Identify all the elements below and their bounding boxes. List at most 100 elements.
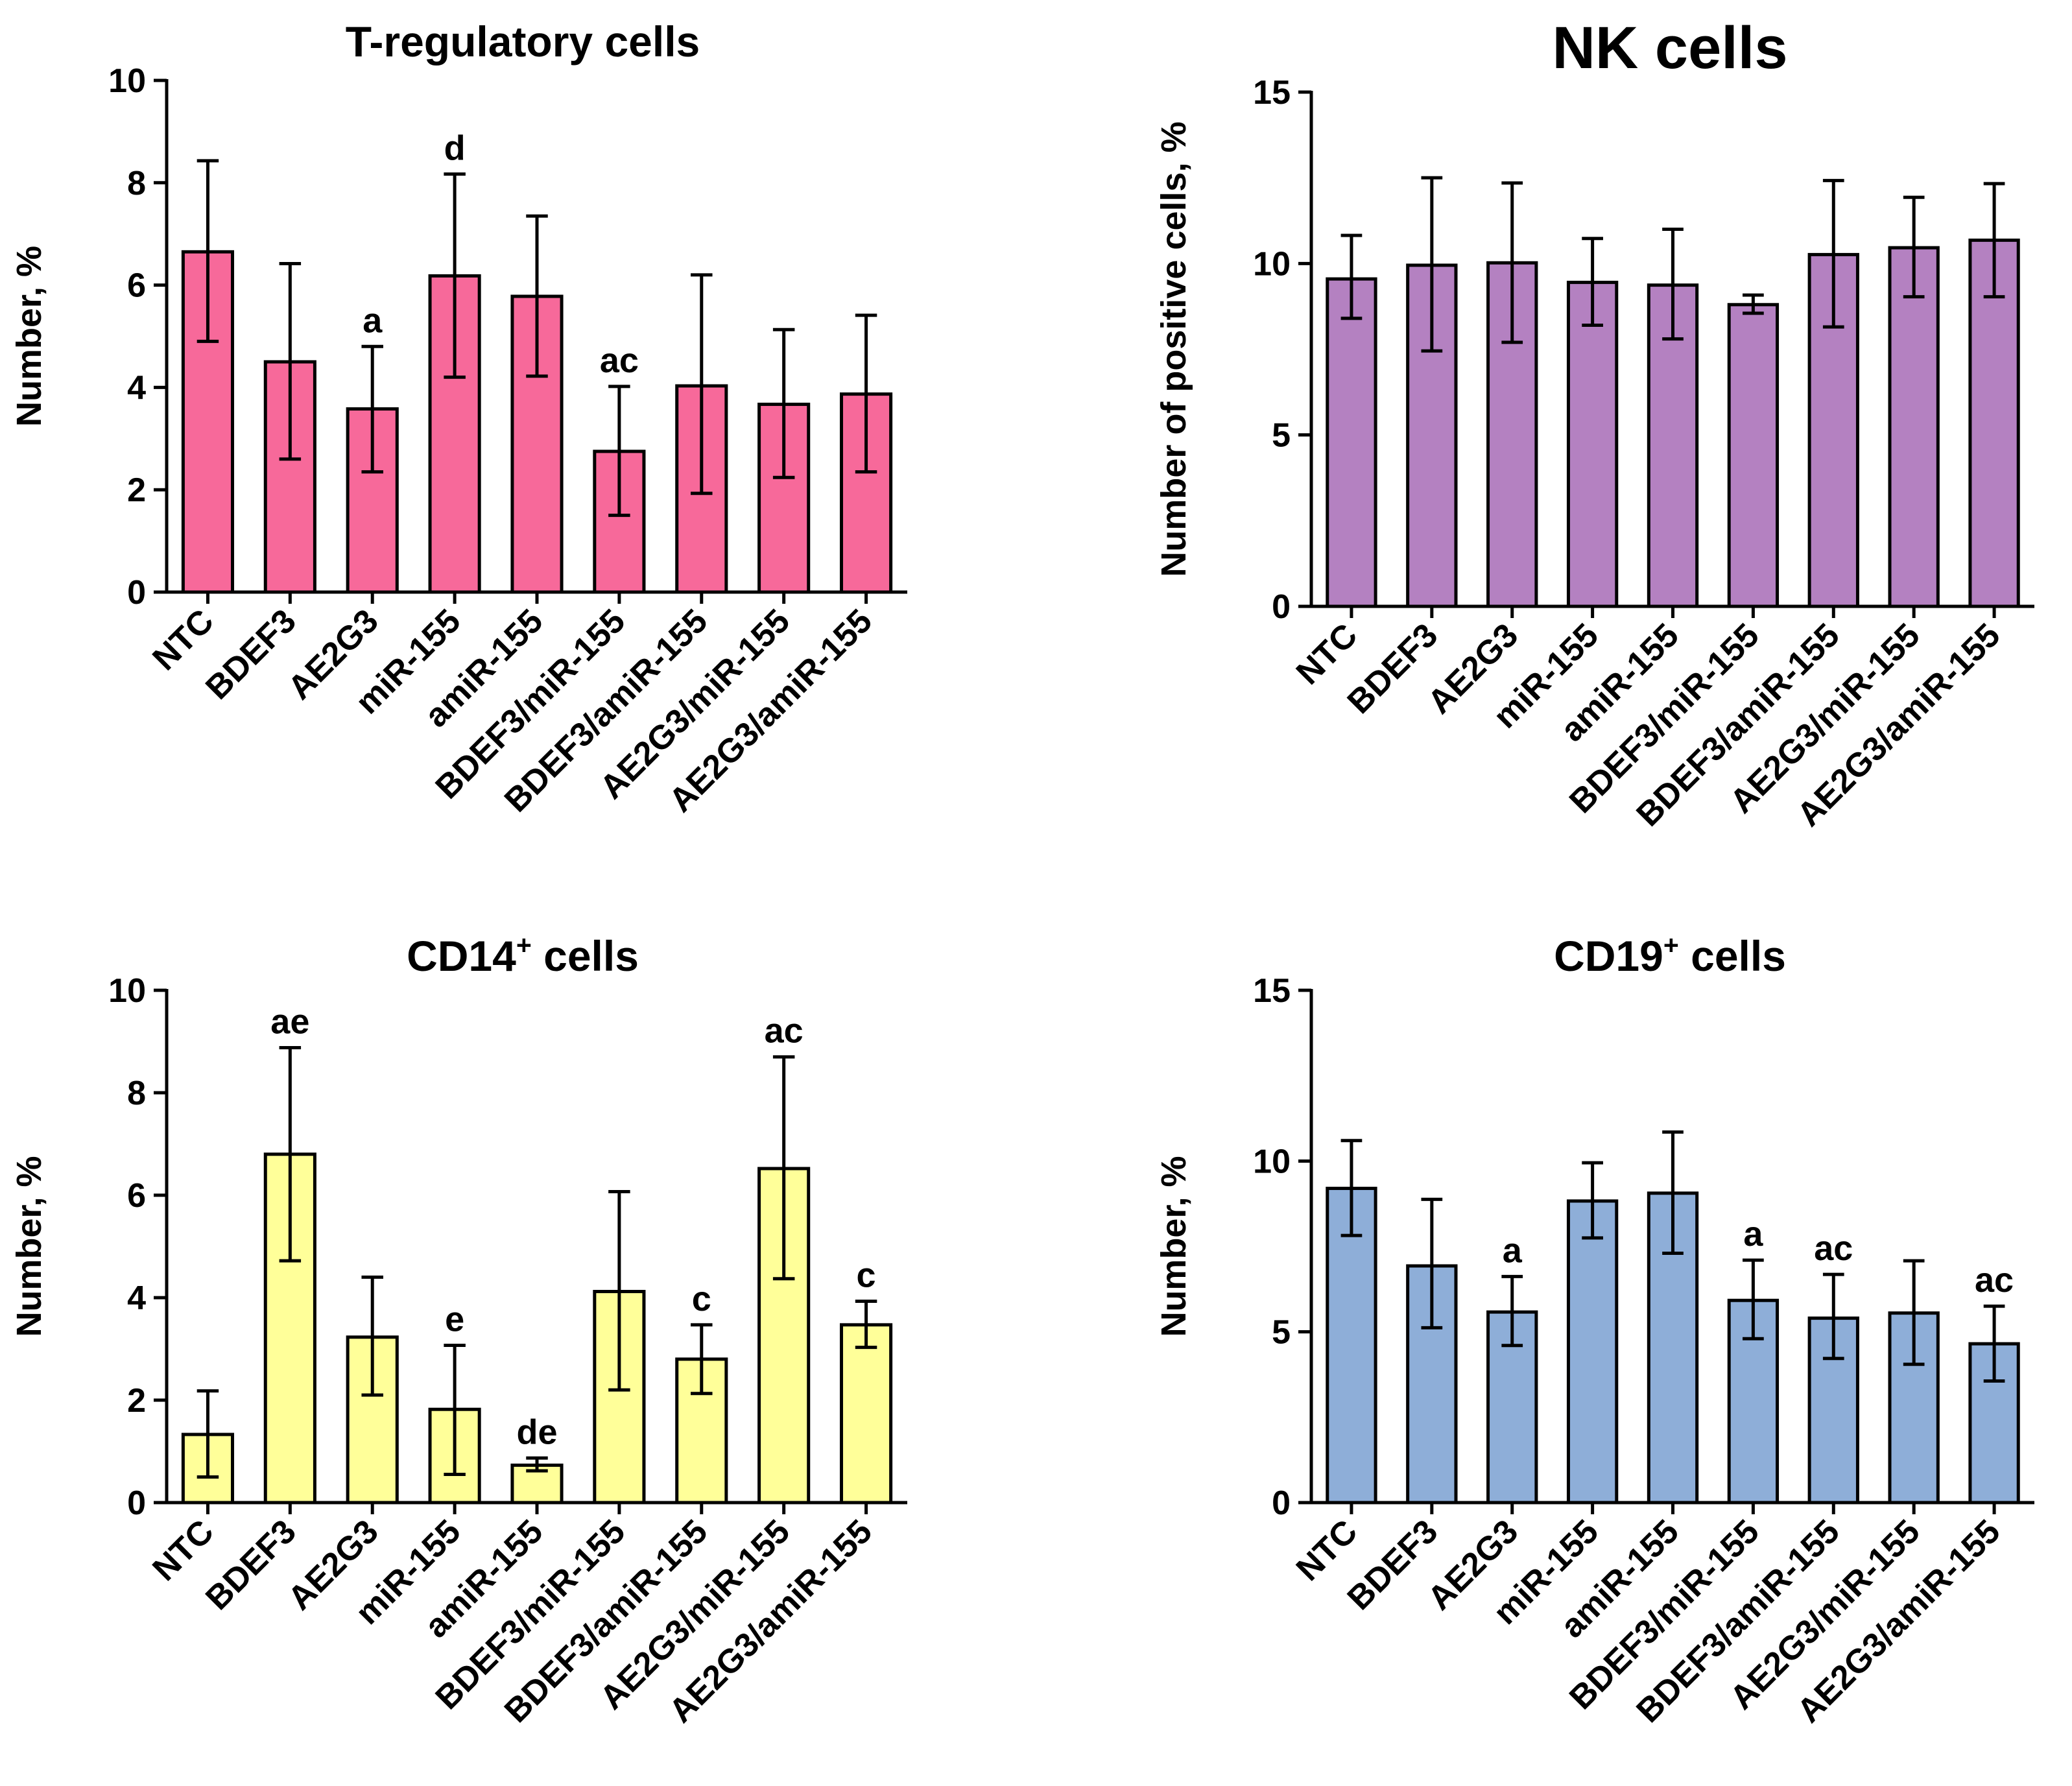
error-bar-bdef3-mir-155	[608, 385, 630, 518]
error-bar-ae2g3	[361, 344, 383, 474]
error-bar-bdef3-mir-155	[1743, 1258, 1764, 1340]
error-bar-bdef3-mir-155	[608, 1189, 630, 1392]
y-tick-label: 2	[127, 471, 146, 509]
y-tick-label: 0	[127, 1484, 146, 1522]
x-tick-label: BDEF3	[1340, 1512, 1446, 1617]
significance-label: a	[363, 301, 383, 340]
x-tick-label: BDEF3	[198, 602, 304, 707]
error-bar-bdef3	[1421, 1197, 1443, 1329]
y-tick-label: 15	[1253, 972, 1291, 1010]
significance-label: ac	[765, 1012, 804, 1051]
error-bar-ae2g3-amir-155	[1983, 182, 2005, 299]
y-axis-label: Number, %	[10, 1156, 49, 1337]
error-bar-bdef3	[1421, 176, 1443, 353]
error-bar-amir-155	[526, 1456, 548, 1473]
y-tick-label: 6	[127, 1177, 146, 1215]
y-tick-label: 15	[1253, 74, 1291, 112]
y-axis-label: Number of positive cells, %	[1154, 121, 1193, 577]
error-bar-bdef3-amir-155	[1822, 178, 1844, 329]
error-bar-mir-155	[1582, 237, 1603, 327]
error-bar-ae2g3-amir-155	[1983, 1304, 2005, 1383]
significance-label: ac	[1814, 1229, 1853, 1268]
y-tick-label: 2	[127, 1382, 146, 1420]
error-bar-bdef3	[279, 261, 302, 461]
error-bar-ae2g3-mir-155	[1903, 195, 1925, 299]
bar-ntc	[1326, 1186, 1377, 1505]
y-tick-label: 0	[127, 574, 146, 612]
significance-label: e	[445, 1300, 464, 1339]
bar-ae2g3-mir-155	[1888, 246, 1940, 608]
error-bar-bdef3-amir-155	[691, 273, 713, 495]
significance-label: ae	[270, 1002, 309, 1041]
error-bar-ae2g3-amir-155	[855, 313, 877, 474]
chart-title-superscript: +	[516, 930, 532, 960]
error-bar-ntc	[1340, 1139, 1363, 1237]
chart-title: NK cells	[1552, 15, 1787, 81]
error-bar-ntc	[196, 159, 219, 343]
significance-label: ac	[600, 341, 639, 380]
error-bar-ae2g3	[361, 1275, 383, 1397]
chart-title-superscript: +	[1663, 930, 1679, 960]
y-tick-label: 0	[1272, 588, 1291, 626]
y-tick-label: 6	[127, 267, 146, 305]
significance-label: de	[516, 1412, 557, 1451]
chart-title-text: CD14	[407, 932, 516, 980]
chart-title: CD19+ cells	[1554, 930, 1786, 980]
error-bar-amir-155	[1662, 1130, 1684, 1256]
error-bar-bdef3-amir-155	[691, 1323, 713, 1396]
significance-label: c	[857, 1256, 876, 1295]
x-tick-label: BDEF3	[1340, 616, 1446, 721]
significance-label: c	[692, 1280, 711, 1318]
bar-ntc	[1326, 277, 1377, 608]
bar-ae2g3-amir-155	[1968, 238, 2020, 608]
chart-title-text: T-regulatory cells	[346, 18, 700, 65]
significance-label: d	[444, 128, 466, 167]
chart-title: T-regulatory cells	[346, 18, 700, 65]
y-tick-label: 10	[108, 972, 146, 1010]
error-bar-amir-155	[526, 214, 548, 378]
bar-mir-155	[1566, 1199, 1619, 1505]
chart-title-text: CD19	[1554, 932, 1663, 980]
y-tick-label: 4	[127, 369, 146, 407]
y-axis-label: Number, %	[1154, 1156, 1193, 1337]
error-bar-ae2g3-mir-155	[1903, 1259, 1925, 1366]
y-tick-label: 10	[1253, 245, 1291, 283]
y-tick-label: 5	[1272, 1314, 1291, 1351]
error-bar-bdef3-mir-155	[1743, 293, 1764, 315]
y-tick-label: 8	[127, 165, 146, 202]
error-bar-mir-155	[444, 172, 466, 379]
y-tick-label: 10	[108, 62, 146, 100]
error-bar-bdef3-amir-155	[1822, 1272, 1844, 1361]
error-bar-ae2g3-mir-155	[772, 327, 795, 479]
y-tick-label: 8	[127, 1075, 146, 1112]
error-bar-mir-155	[444, 1343, 466, 1477]
significance-label: a	[1743, 1215, 1763, 1254]
chart-title: CD14+ cells	[407, 930, 639, 980]
significance-label: a	[1503, 1231, 1523, 1270]
error-bar-bdef3	[279, 1045, 302, 1263]
error-bar-ntc	[196, 1389, 219, 1479]
y-tick-label: 10	[1253, 1143, 1291, 1180]
chart-title-suffix: cells	[1679, 932, 1786, 980]
bar-bdef3-mir-155	[1727, 303, 1780, 608]
error-bar-ae2g3-amir-155	[855, 1300, 877, 1350]
y-tick-label: 5	[1272, 417, 1291, 455]
chart-title-text: NK cells	[1552, 15, 1787, 81]
error-bar-ae2g3-mir-155	[772, 1055, 795, 1281]
y-tick-label: 4	[127, 1280, 146, 1317]
error-bar-ae2g3	[1501, 1274, 1523, 1348]
error-bar-ae2g3	[1501, 181, 1523, 344]
x-tick-label: BDEF3	[198, 1512, 304, 1617]
error-bar-ntc	[1340, 233, 1363, 320]
y-tick-label: 0	[1272, 1484, 1291, 1522]
significance-label: ac	[1975, 1261, 2014, 1300]
error-bar-mir-155	[1582, 1161, 1603, 1240]
bar-mir-155	[1566, 280, 1619, 608]
x-tick-label: NTC	[145, 1512, 221, 1588]
x-tick-label: NTC	[145, 602, 221, 678]
